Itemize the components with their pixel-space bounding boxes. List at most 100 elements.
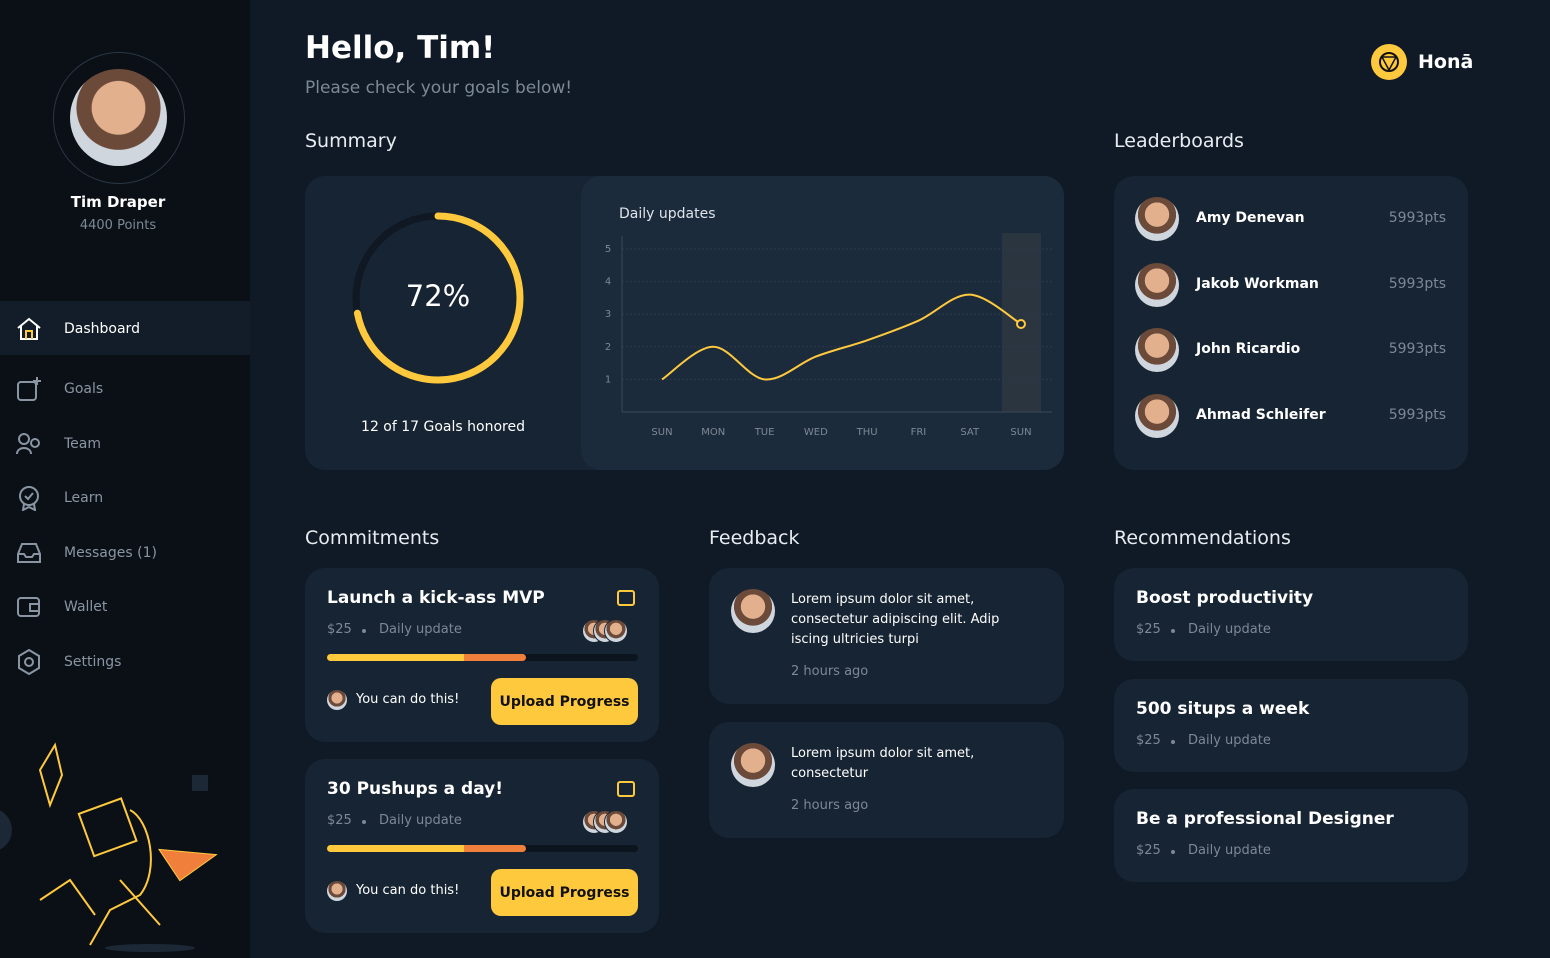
recommendation-title: Be a professional Designer — [1136, 809, 1394, 829]
leader-points: 5993pts — [1388, 406, 1446, 423]
icon — [16, 433, 40, 455]
commitment-title: Launch a kick-ass MVP — [327, 588, 545, 608]
feedback-time: 2 hours ago — [791, 798, 869, 813]
end-dot — [1016, 318, 1026, 329]
avatar — [1135, 262, 1179, 307]
x-tick-label: WED — [804, 427, 828, 438]
ring-arc — [352, 212, 524, 384]
y-tick-label: 5 — [605, 244, 611, 255]
icon — [19, 486, 39, 511]
profile-name: Tim Draper — [70, 193, 166, 211]
feedback-text: Lorem ipsum dolor sit amet, consectetur … — [791, 592, 1000, 647]
section-title: Commitments — [305, 527, 440, 549]
icon — [17, 377, 41, 401]
y-tick-label: 3 — [605, 309, 611, 320]
progress-segment — [463, 845, 527, 852]
avatar — [731, 743, 775, 787]
dot — [1171, 629, 1175, 633]
brand-name: Honā — [1418, 51, 1474, 73]
price: $25 — [1136, 622, 1161, 637]
icon — [17, 597, 40, 617]
progress-segment — [327, 654, 464, 661]
recommendation-card: Be a professional Designer $25 Daily updat… — [1114, 789, 1468, 882]
leader-name: Jakob Workman — [1196, 275, 1319, 292]
leader-points: 5993pts — [1388, 341, 1446, 357]
y-tick-label: 2 — [605, 342, 611, 353]
greeting: Hello, Tim! — [305, 30, 496, 66]
feedback-card: Lorem ipsum dolor sit amet, consectetur 2… — [709, 722, 1064, 838]
brand-logo — [1371, 44, 1407, 80]
dot — [362, 820, 366, 824]
section-title: Feedback — [709, 527, 800, 549]
upload-button[interactable]: Upload Progress — [491, 869, 638, 916]
return-icon — [617, 590, 635, 606]
avatar — [1135, 328, 1179, 372]
commitment-card: 30 Pushups a day! $25 Daily update You can … — [305, 759, 659, 933]
avatar — [731, 589, 775, 633]
active-row — [0, 301, 250, 355]
progress-caption: 12 of 17 Goals honored — [361, 419, 525, 435]
section-title: Recommendations — [1114, 527, 1291, 549]
x-tick-label: SAT — [960, 427, 980, 438]
leader-points: 5993pts — [1388, 275, 1446, 292]
message: You can do this! — [356, 692, 460, 707]
icon — [17, 543, 41, 563]
x-tick-label: TUE — [754, 427, 775, 438]
upload-button[interactable]: Upload Progress — [491, 678, 638, 725]
progress-label: 72% — [406, 279, 470, 313]
recommendation-title: Boost productivity — [1136, 588, 1314, 608]
x-tick-label: SUN — [1010, 427, 1031, 438]
recommendation-title: 500 situps a week — [1136, 698, 1310, 719]
progress-ring: 72% — [352, 212, 524, 384]
frequency: Daily update — [1188, 622, 1271, 637]
frequency: Daily update — [379, 813, 462, 828]
section-title: Leaderboards — [1114, 130, 1244, 152]
nav-item[interactable]: Goals — [64, 381, 104, 397]
price: $25 — [1136, 843, 1161, 858]
avatar — [327, 690, 347, 710]
nav-item[interactable]: Learn — [64, 490, 104, 506]
nav-item[interactable]: Dashboard — [64, 321, 140, 337]
price: $25 — [1136, 732, 1161, 748]
commitment-card: Launch a kick-ass MVP $25 Daily update You … — [305, 568, 659, 742]
feedback-text: Lorem ipsum dolor sit amet, consectetur — [791, 746, 975, 781]
icon — [17, 317, 41, 340]
x-tick-label: THU — [856, 427, 878, 438]
feedback-card: Lorem ipsum dolor sit amet, consectetur … — [709, 568, 1064, 704]
icon — [18, 649, 40, 675]
x-tick-label: SUN — [651, 427, 672, 438]
leader-name: Amy Denevan — [1196, 210, 1305, 226]
dot — [1171, 850, 1175, 854]
recommendation-card: Boost productivity $25 Daily update — [1114, 568, 1468, 661]
feedback-time: 2 hours ago — [791, 664, 869, 679]
illustration — [0, 742, 218, 952]
chart: Daily updates 1 2 3 4 5 SUN MON TUE WED THU FRI SAT… — [605, 206, 1052, 438]
x-tick-label: FRI — [911, 427, 927, 438]
avatar — [604, 619, 628, 643]
avatar — [327, 881, 347, 901]
nav-item[interactable]: Team — [64, 436, 102, 452]
frequency: Daily update — [379, 622, 462, 637]
message: You can do this! — [356, 883, 460, 898]
dot — [362, 629, 366, 633]
avatar-ring — [53, 52, 185, 184]
leaderboard-card: Amy Denevan 5993pts Jakob Workman 5993pts Jo… — [1114, 176, 1468, 470]
nav-item[interactable]: Wallet — [64, 599, 108, 615]
dot — [1171, 739, 1175, 744]
chart-title: Daily updates — [619, 206, 716, 222]
leader-points: 5993pts — [1388, 210, 1446, 226]
recommendation-card: 500 situps a week $25 Daily update — [1114, 678, 1468, 772]
price: $25 — [327, 622, 352, 637]
profile-avatar — [70, 69, 167, 166]
frequency: Daily update — [1188, 732, 1271, 748]
progress-segment — [327, 845, 464, 852]
section-title: Summary — [305, 130, 397, 152]
nav-item[interactable]: Messages (1) — [64, 545, 157, 561]
leader-name: John Ricardio — [1196, 341, 1301, 357]
avatar — [604, 810, 628, 834]
avatar — [1135, 197, 1179, 241]
nav-item[interactable]: Settings — [64, 654, 122, 670]
profile-points: 4400 Points — [79, 218, 157, 233]
frequency: Daily update — [1188, 843, 1271, 858]
